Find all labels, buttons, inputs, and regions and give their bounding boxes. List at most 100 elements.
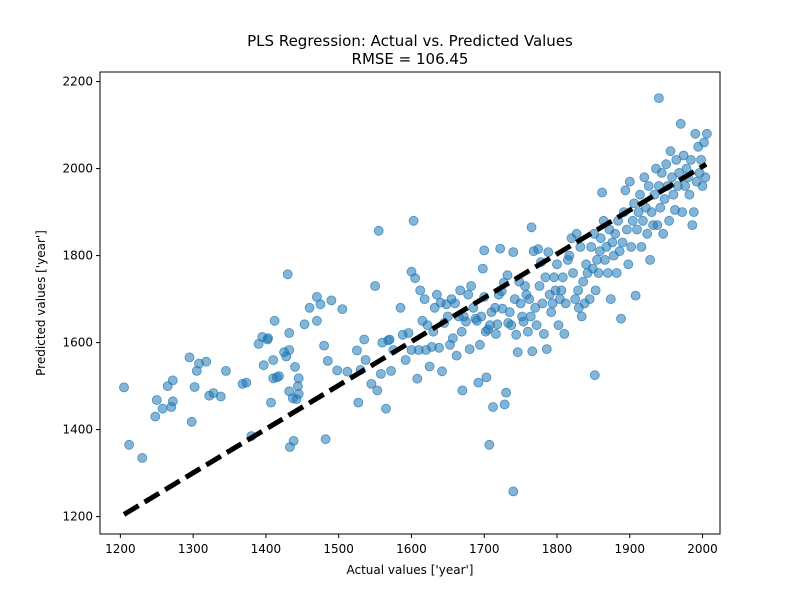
data-point — [167, 396, 178, 407]
data-point — [408, 215, 419, 226]
y-axis-label: Predicted values ['year'] — [34, 230, 48, 376]
data-point — [284, 345, 295, 355]
data-point — [384, 334, 395, 345]
data-point — [678, 150, 689, 161]
data-point — [215, 391, 226, 402]
data-point — [643, 181, 654, 191]
data-point — [184, 352, 195, 363]
data-point — [575, 241, 586, 252]
data-point — [677, 207, 688, 218]
data-point — [419, 294, 430, 305]
y-tick-label: 1400 — [62, 423, 93, 437]
data-point — [700, 172, 711, 183]
y-tick-label: 2000 — [62, 162, 93, 176]
data-point — [366, 378, 377, 389]
x-tick-label: 1900 — [614, 542, 645, 556]
data-point — [624, 176, 635, 187]
data-point — [241, 377, 252, 388]
data-point — [351, 345, 362, 356]
reference-line — [122, 162, 708, 517]
data-point — [492, 319, 503, 330]
data-point — [151, 395, 162, 405]
data-point — [381, 403, 391, 414]
data-point — [447, 333, 458, 344]
data-point — [495, 243, 506, 254]
data-point — [370, 281, 381, 291]
data-point — [560, 298, 571, 309]
data-point — [412, 373, 423, 384]
data-point — [504, 307, 515, 318]
data-point — [515, 298, 526, 309]
data-point — [578, 276, 589, 287]
data-point — [508, 247, 519, 258]
data-point — [559, 328, 570, 339]
data-point — [524, 294, 535, 305]
data-point — [590, 285, 601, 296]
data-point — [605, 294, 616, 305]
data-point — [481, 372, 492, 383]
data-point — [633, 207, 644, 218]
data-point — [645, 254, 655, 265]
data-point — [360, 355, 371, 365]
data-point — [450, 298, 461, 309]
data-point — [610, 228, 621, 239]
data-point — [603, 268, 613, 278]
data-point — [576, 311, 587, 322]
data-point — [422, 320, 433, 331]
data-point — [506, 320, 517, 331]
data-point — [501, 387, 512, 398]
data-point — [597, 187, 607, 198]
data-point — [687, 220, 698, 231]
chart-subtitle: RMSE = 106.45 — [352, 50, 469, 68]
reference-line-group — [122, 162, 708, 517]
y-tick-label: 1800 — [62, 249, 93, 263]
y-tick-label: 2200 — [62, 75, 93, 89]
data-point — [627, 215, 638, 226]
data-point — [477, 263, 488, 274]
data-point — [266, 397, 276, 408]
data-point — [571, 228, 582, 239]
data-point — [642, 228, 653, 239]
data-point — [675, 118, 686, 129]
data-point — [661, 159, 672, 170]
data-point — [523, 326, 533, 337]
x-tick-label: 1800 — [542, 542, 573, 556]
data-point — [616, 313, 626, 324]
data-point — [638, 215, 648, 226]
data-point — [150, 411, 161, 422]
data-point — [512, 347, 523, 358]
data-point — [584, 294, 595, 305]
data-point — [282, 269, 293, 280]
data-point — [659, 194, 670, 204]
data-point — [353, 397, 364, 408]
data-point — [525, 311, 536, 322]
data-point — [400, 355, 411, 365]
data-point — [320, 434, 331, 445]
data-point — [533, 244, 543, 255]
data-point — [534, 281, 545, 291]
data-points — [119, 93, 712, 497]
data-point — [490, 328, 501, 339]
data-point — [461, 316, 471, 327]
data-point — [372, 385, 383, 396]
data-point — [386, 365, 397, 376]
data-point — [201, 356, 212, 367]
chart-title: PLS Regression: Actual vs. Predicted Val… — [247, 32, 573, 50]
y-axis: 1200 1400 1600 1800 2000 2200 — [62, 75, 100, 524]
data-point — [520, 281, 530, 291]
data-point — [410, 273, 421, 284]
data-point — [415, 285, 426, 296]
data-point — [530, 302, 541, 313]
data-point — [540, 272, 551, 283]
data-point — [424, 361, 435, 372]
data-point — [655, 202, 666, 213]
data-point — [656, 167, 667, 178]
x-tick-label: 1400 — [251, 542, 282, 556]
x-tick-label: 1500 — [323, 542, 354, 556]
data-point — [568, 268, 578, 278]
data-point — [665, 146, 676, 157]
data-point — [690, 128, 701, 139]
data-point — [258, 360, 269, 371]
data-point — [620, 185, 631, 196]
